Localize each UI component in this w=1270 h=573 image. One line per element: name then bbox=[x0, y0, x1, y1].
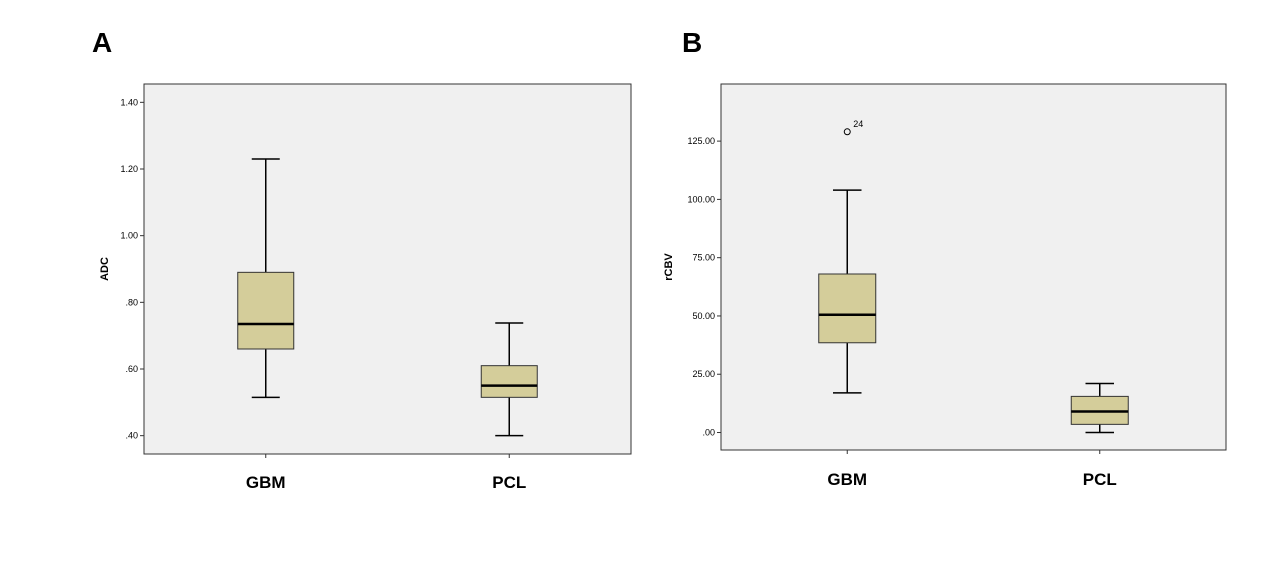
y-tick-label: 1.20 bbox=[120, 164, 138, 174]
category-label: PCL bbox=[492, 473, 526, 492]
panel-b-plot-area bbox=[720, 83, 1227, 451]
panel-a-plot-area bbox=[143, 83, 632, 455]
iqr-box bbox=[480, 365, 538, 398]
panel-a-y-axis-title: ADC bbox=[99, 257, 111, 281]
y-tick-label: .00 bbox=[702, 428, 715, 438]
box-gbm bbox=[237, 158, 295, 399]
panel-a-boxes bbox=[237, 158, 538, 437]
category-label: GBM bbox=[827, 470, 867, 489]
box-pcl bbox=[480, 322, 538, 437]
panel-b-y-axis-title: rCBV bbox=[663, 253, 675, 281]
y-tick-label: 1.40 bbox=[120, 97, 138, 107]
panel-b-categories: GBM PCL bbox=[827, 450, 1117, 489]
category-label: PCL bbox=[1083, 470, 1117, 489]
y-tick-label: 1.00 bbox=[120, 231, 138, 241]
outlier-point bbox=[843, 128, 851, 136]
panel-a-letter: A bbox=[92, 27, 112, 58]
panel-b-letter: B bbox=[682, 27, 702, 58]
y-tick-label: .80 bbox=[125, 297, 138, 307]
panel-a: A ADC .40 .60 .80 1.00 1.20 1.40 GBM PCL bbox=[92, 27, 632, 492]
y-tick-label: .60 bbox=[125, 364, 138, 374]
y-tick-label: 75.00 bbox=[692, 253, 715, 263]
y-tick-label: 125.00 bbox=[687, 136, 715, 146]
category-label: GBM bbox=[246, 473, 286, 492]
box-gbm: 24 bbox=[818, 119, 877, 394]
outlier-label: 24 bbox=[853, 119, 863, 129]
y-tick-label: 50.00 bbox=[692, 311, 715, 321]
y-tick-label: 25.00 bbox=[692, 369, 715, 379]
iqr-box bbox=[818, 273, 877, 344]
y-tick-label: .40 bbox=[125, 431, 138, 441]
panel-b-boxes: 24 bbox=[818, 119, 1129, 434]
panel-b-y-ticks: .00 25.00 50.00 75.00 100.00 125.00 bbox=[687, 136, 721, 438]
panel-a-y-ticks: .40 .60 .80 1.00 1.20 1.40 bbox=[120, 97, 144, 441]
box-pcl bbox=[1070, 382, 1129, 434]
panel-b: B rCBV .00 25.00 50.00 75.00 100.00 125.00 24… bbox=[663, 27, 1227, 489]
y-tick-label: 100.00 bbox=[687, 194, 715, 204]
iqr-box bbox=[237, 271, 295, 350]
panel-a-categories: GBM PCL bbox=[246, 454, 526, 492]
